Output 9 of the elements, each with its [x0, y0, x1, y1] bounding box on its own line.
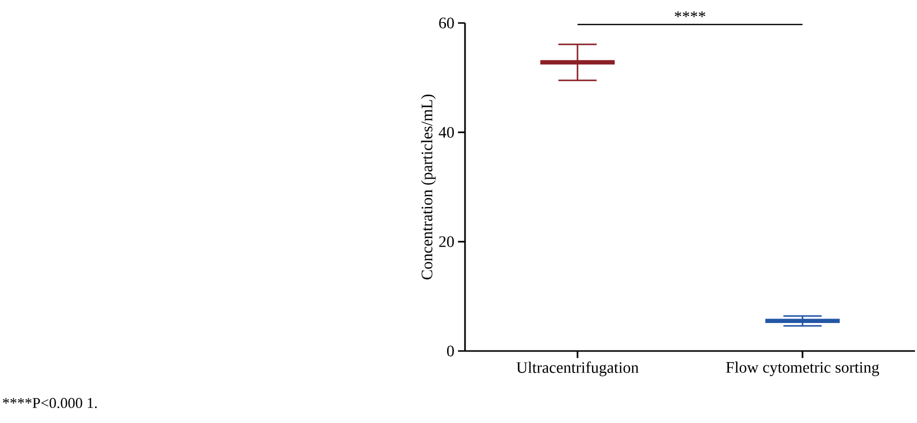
text: ****P<0.000 1.	[2, 398, 97, 408]
x-tick-label: Flow cytometric sorting	[726, 362, 880, 376]
y-tick-label: 60	[439, 18, 454, 28]
y-tick-label: 40	[438, 126, 454, 138]
text: ****	[674, 11, 706, 18]
y-axis-title: Concentration (particles/mL)	[421, 94, 436, 280]
y-tick-label: 20	[439, 236, 454, 248]
y-tick-label: 0	[447, 346, 454, 356]
x-tick-label: Ultracentrifugation	[516, 362, 639, 376]
